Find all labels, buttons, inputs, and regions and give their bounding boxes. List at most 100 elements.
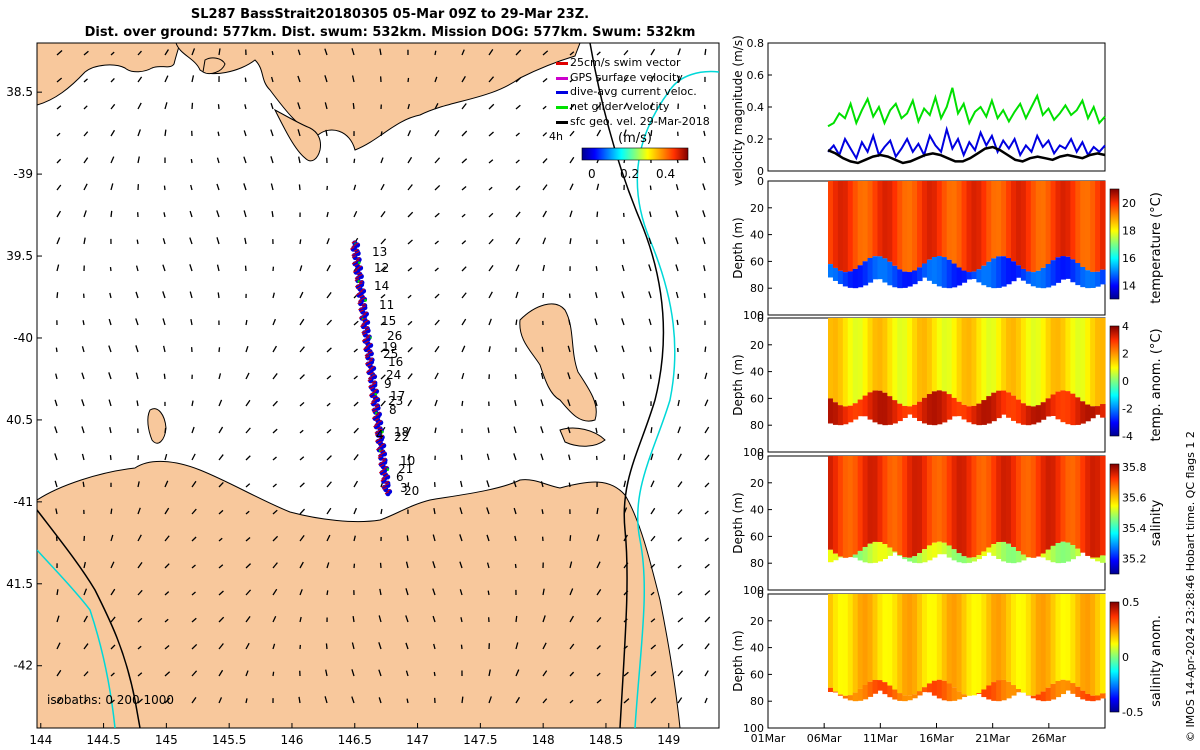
current-vector-623 [704,670,709,677]
current-vector-390 [460,454,463,461]
section-cell-upper-2-32 [986,456,992,548]
section-cell-upper-2-21 [931,456,938,543]
section-cell-upper-2-8 [867,456,874,544]
swim-vector-44 [362,332,367,336]
current-vector-124 [164,697,171,704]
current-vector-22 [56,642,61,650]
section-cell-lower-2-32 [986,547,992,553]
isobath-1000-west [37,509,141,728]
section-cell-lower-1-55 [1100,404,1106,418]
swim-vector-26 [359,294,364,298]
current-vector-384 [461,292,467,299]
section-colorbar-tick-3-2: -0.5 [1122,706,1143,719]
current-vector-379 [461,158,468,164]
current-vector-369 [432,561,436,569]
current-vector-204 [270,156,274,164]
swim-vector-80 [371,407,376,411]
section-cell-upper-3-33 [991,594,997,683]
section-cell-lower-2-53 [1090,557,1096,559]
section-ytick-label-2-4: 80 [750,557,764,570]
section-cell-upper-1-4 [847,318,854,406]
map-xtick-label-10: 149 [657,733,680,747]
current-vector-424 [488,696,492,704]
section-cell-lower-0-15 [902,271,908,288]
current-vector-322 [378,642,382,650]
swim-vector-56 [368,357,374,361]
current-vector-196 [245,615,251,623]
swim-vector-5 [354,250,360,254]
current-vector-106 [163,212,166,218]
section-cell-lower-3-2 [837,694,844,696]
section-cell-lower-1-33 [991,392,997,422]
current-vector-120 [164,591,170,596]
swim-vector-63 [369,372,374,376]
current-vector-462 [540,372,544,380]
section-cell-upper-2-31 [981,456,987,552]
swim-vector-0 [351,240,356,244]
section-cell-lower-0-31 [981,265,987,286]
section-ytick-label-1-5: 100 [743,446,764,459]
section-cell-lower-2-44 [1045,549,1052,561]
current-vector-480 [569,183,574,191]
section-cell-lower-0-38 [1015,265,1022,278]
section-colorbar-tick-2-0: 35.8 [1122,461,1147,474]
section-cell-lower-0-36 [1006,258,1012,285]
current-vector-153 [217,131,220,137]
section-ytick-label-1-2: 40 [750,366,764,379]
current-vector-133 [189,264,193,272]
section-colorbar-tick-1-3: -2 [1122,403,1133,416]
section-cell-lower-3-23 [941,680,948,701]
current-vector-373 [433,671,436,677]
section-cell-upper-2-19 [921,456,928,550]
current-vector-143 [191,536,197,542]
section-cell-upper-0-3 [842,181,849,273]
swim-vector-100 [379,449,385,453]
current-vector-341 [407,482,410,488]
section-cell-lower-1-20 [926,394,933,425]
current-vector-49 [83,699,89,704]
track-label-19: 6 [396,470,404,484]
swim-vector-95 [374,438,380,442]
land-flinders-island [519,303,597,422]
vel-ytick-label-3: 0.6 [747,69,765,82]
land-tasmania [37,460,681,728]
section-cell-lower-3-47 [1060,679,1067,695]
swim-vector-68 [371,382,376,386]
current-vector-211 [272,345,278,353]
current-vector-217 [272,509,278,515]
current-vector-178 [243,130,247,137]
section-cell-lower-0-10 [877,256,884,280]
current-vector-69 [110,561,115,569]
current-vector-408 [488,265,494,272]
section-cell-lower-2-39 [1020,554,1027,561]
section-ytick-label-1-3: 60 [750,392,764,405]
current-vector-614 [704,426,710,434]
vel-ytick-label-1: 0.2 [747,133,765,146]
section-cell-lower-1-14 [897,403,903,422]
current-vector-428 [515,132,520,137]
section-cell-upper-2-38 [1015,456,1022,552]
current-vector-496 [569,615,575,623]
current-vector-154 [216,157,220,164]
current-vector-494 [569,561,573,569]
section-cell-upper-3-47 [1060,594,1067,680]
current-vector-481 [569,210,573,218]
section-cell-upper-3-25 [951,594,958,688]
current-vector-487 [567,372,571,380]
legend-swatch-dive-avg [556,91,568,94]
swim-vector-117 [381,484,386,488]
current-vector-226 [297,75,301,83]
current-vector-440 [513,453,517,461]
section-cell-upper-3-49 [1070,594,1076,684]
current-vector-308 [380,266,387,272]
section-colorbar-tick-2-3: 35.2 [1122,553,1147,566]
section-cell-lower-1-11 [882,392,888,426]
current-vector-432 [515,237,521,245]
time-tick-label-3: 16Mar [919,732,954,745]
current-vector-189 [245,427,251,434]
current-vector-572 [650,644,657,650]
section-cell-lower-1-7 [862,395,869,417]
current-vector-546 [623,618,628,623]
current-vector-598 [677,670,684,677]
current-vector-495 [569,588,574,596]
